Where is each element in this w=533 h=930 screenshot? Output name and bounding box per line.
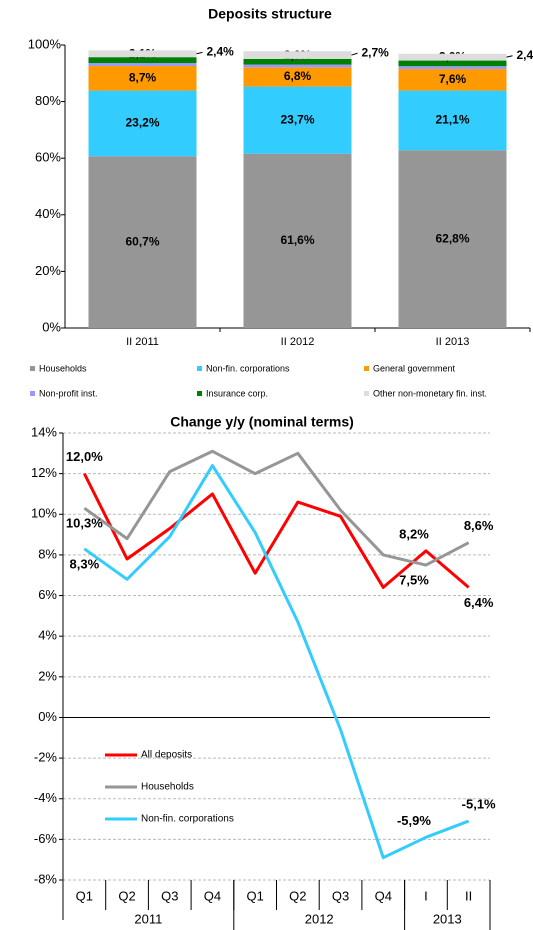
legend-label: Non-fin. corporations [141,814,234,825]
leader-line [196,51,203,55]
x-tick-label: Q2 [289,888,306,903]
value-label: 8,2% [399,526,429,541]
y-tick-label: 4% [38,628,57,643]
y-tick-label: 0% [42,319,61,334]
x-tick-label: Q4 [375,888,392,903]
series-line [83,472,470,589]
value-label: 8,6% [464,518,494,533]
bar-segment [88,65,197,91]
bar-segment [398,69,507,91]
legend-swatch [30,366,35,371]
x-tick-label: I [424,888,428,903]
bar-segment [88,57,197,64]
value-label: 6,4% [464,595,494,610]
legend-label: Non-profit inst. [39,388,98,398]
bar-segment [243,67,352,87]
bar-segment [398,150,507,328]
x-tick-label: Q2 [118,888,135,903]
bar-segment [88,50,197,58]
series-line [83,464,470,860]
value-label: 2,4% [207,45,235,59]
x-tick-label: Q4 [204,888,221,903]
bar-segment [88,90,197,157]
legend-label: All deposits [141,750,192,761]
group-label: 2013 [433,911,462,926]
x-tick-label: Q3 [161,888,178,903]
leader-line [351,52,358,56]
value-label: 8,3% [70,556,100,571]
bar-segment [243,51,352,59]
y-tick-label: 12% [31,465,57,480]
value-label: 2,4% [517,48,533,62]
legend-swatch [197,366,202,371]
y-tick-label: 10% [31,506,57,521]
bar-segment [88,156,197,328]
legend-label: Households [39,363,87,373]
y-tick-label: -8% [34,871,58,886]
y-tick-label: 80% [35,93,61,108]
leader-line [506,55,513,58]
y-tick-label: -4% [34,790,58,805]
y-tick-label: 100% [28,36,62,51]
y-tick-label: -6% [34,831,58,846]
x-tick-label: Q1 [76,888,93,903]
legend-label: Households [141,782,194,793]
legend-label: Other non-monetary fin. inst. [373,388,487,398]
legend-swatch [364,366,369,371]
value-label: 10,3% [66,516,103,531]
value-label: 12,0% [66,449,103,464]
value-label: 6,8% [284,69,312,83]
value-label: 2,7% [362,45,390,59]
bar-segment [398,53,507,61]
bar-segment [243,153,352,328]
legend-label: General government [373,363,456,373]
y-tick-label: 8% [38,546,57,561]
group-label: 2012 [305,911,334,926]
y-tick-label: -2% [34,750,58,765]
bar-segment [243,86,352,154]
value-label: 61,6% [280,233,314,247]
value-label: -5,9% [397,813,431,828]
bar-segment [398,60,507,67]
series-line [83,449,470,567]
value-label: 21,1% [435,113,469,127]
value-label: 7,5% [399,573,429,588]
legend-swatch [30,391,35,396]
y-tick-label: 40% [35,206,61,221]
legend-label: Non-fin. corporations [206,363,290,373]
x-tick-label: II 2012 [281,336,315,348]
value-label: 7,6% [439,72,467,86]
legend-swatch [197,391,202,396]
y-tick-label: 14% [31,424,57,439]
x-tick-label: II 2011 [126,336,159,348]
bar-segment [398,66,507,70]
bar-segment [398,90,507,151]
y-tick-label: 2% [38,668,57,683]
value-label: 60,7% [125,234,159,248]
value-label: 8,7% [129,70,157,84]
group-label: 2011 [134,911,162,926]
x-tick-label: Q1 [246,888,263,903]
value-label: 23,2% [125,116,159,130]
bar-segment [243,64,352,68]
legend-swatch [364,391,369,396]
x-tick-label: Q3 [332,888,349,903]
value-label: 23,7% [280,112,314,126]
value-label: -5,1% [462,797,496,812]
bar-segment [88,63,197,66]
legend-label: Insurance corp. [206,388,268,398]
y-tick-label: 0% [38,709,57,724]
x-tick-label: II 2013 [436,336,470,348]
x-tick-label: II [465,888,472,903]
bar-segment [243,58,352,65]
y-tick-label: 20% [35,263,61,278]
y-tick-label: 60% [35,150,61,165]
y-tick-label: 6% [38,587,57,602]
chart-title: Change y/y (nominal terms) [170,414,354,430]
value-label: 62,8% [435,231,469,245]
chart-title: Deposits structure [208,6,332,22]
